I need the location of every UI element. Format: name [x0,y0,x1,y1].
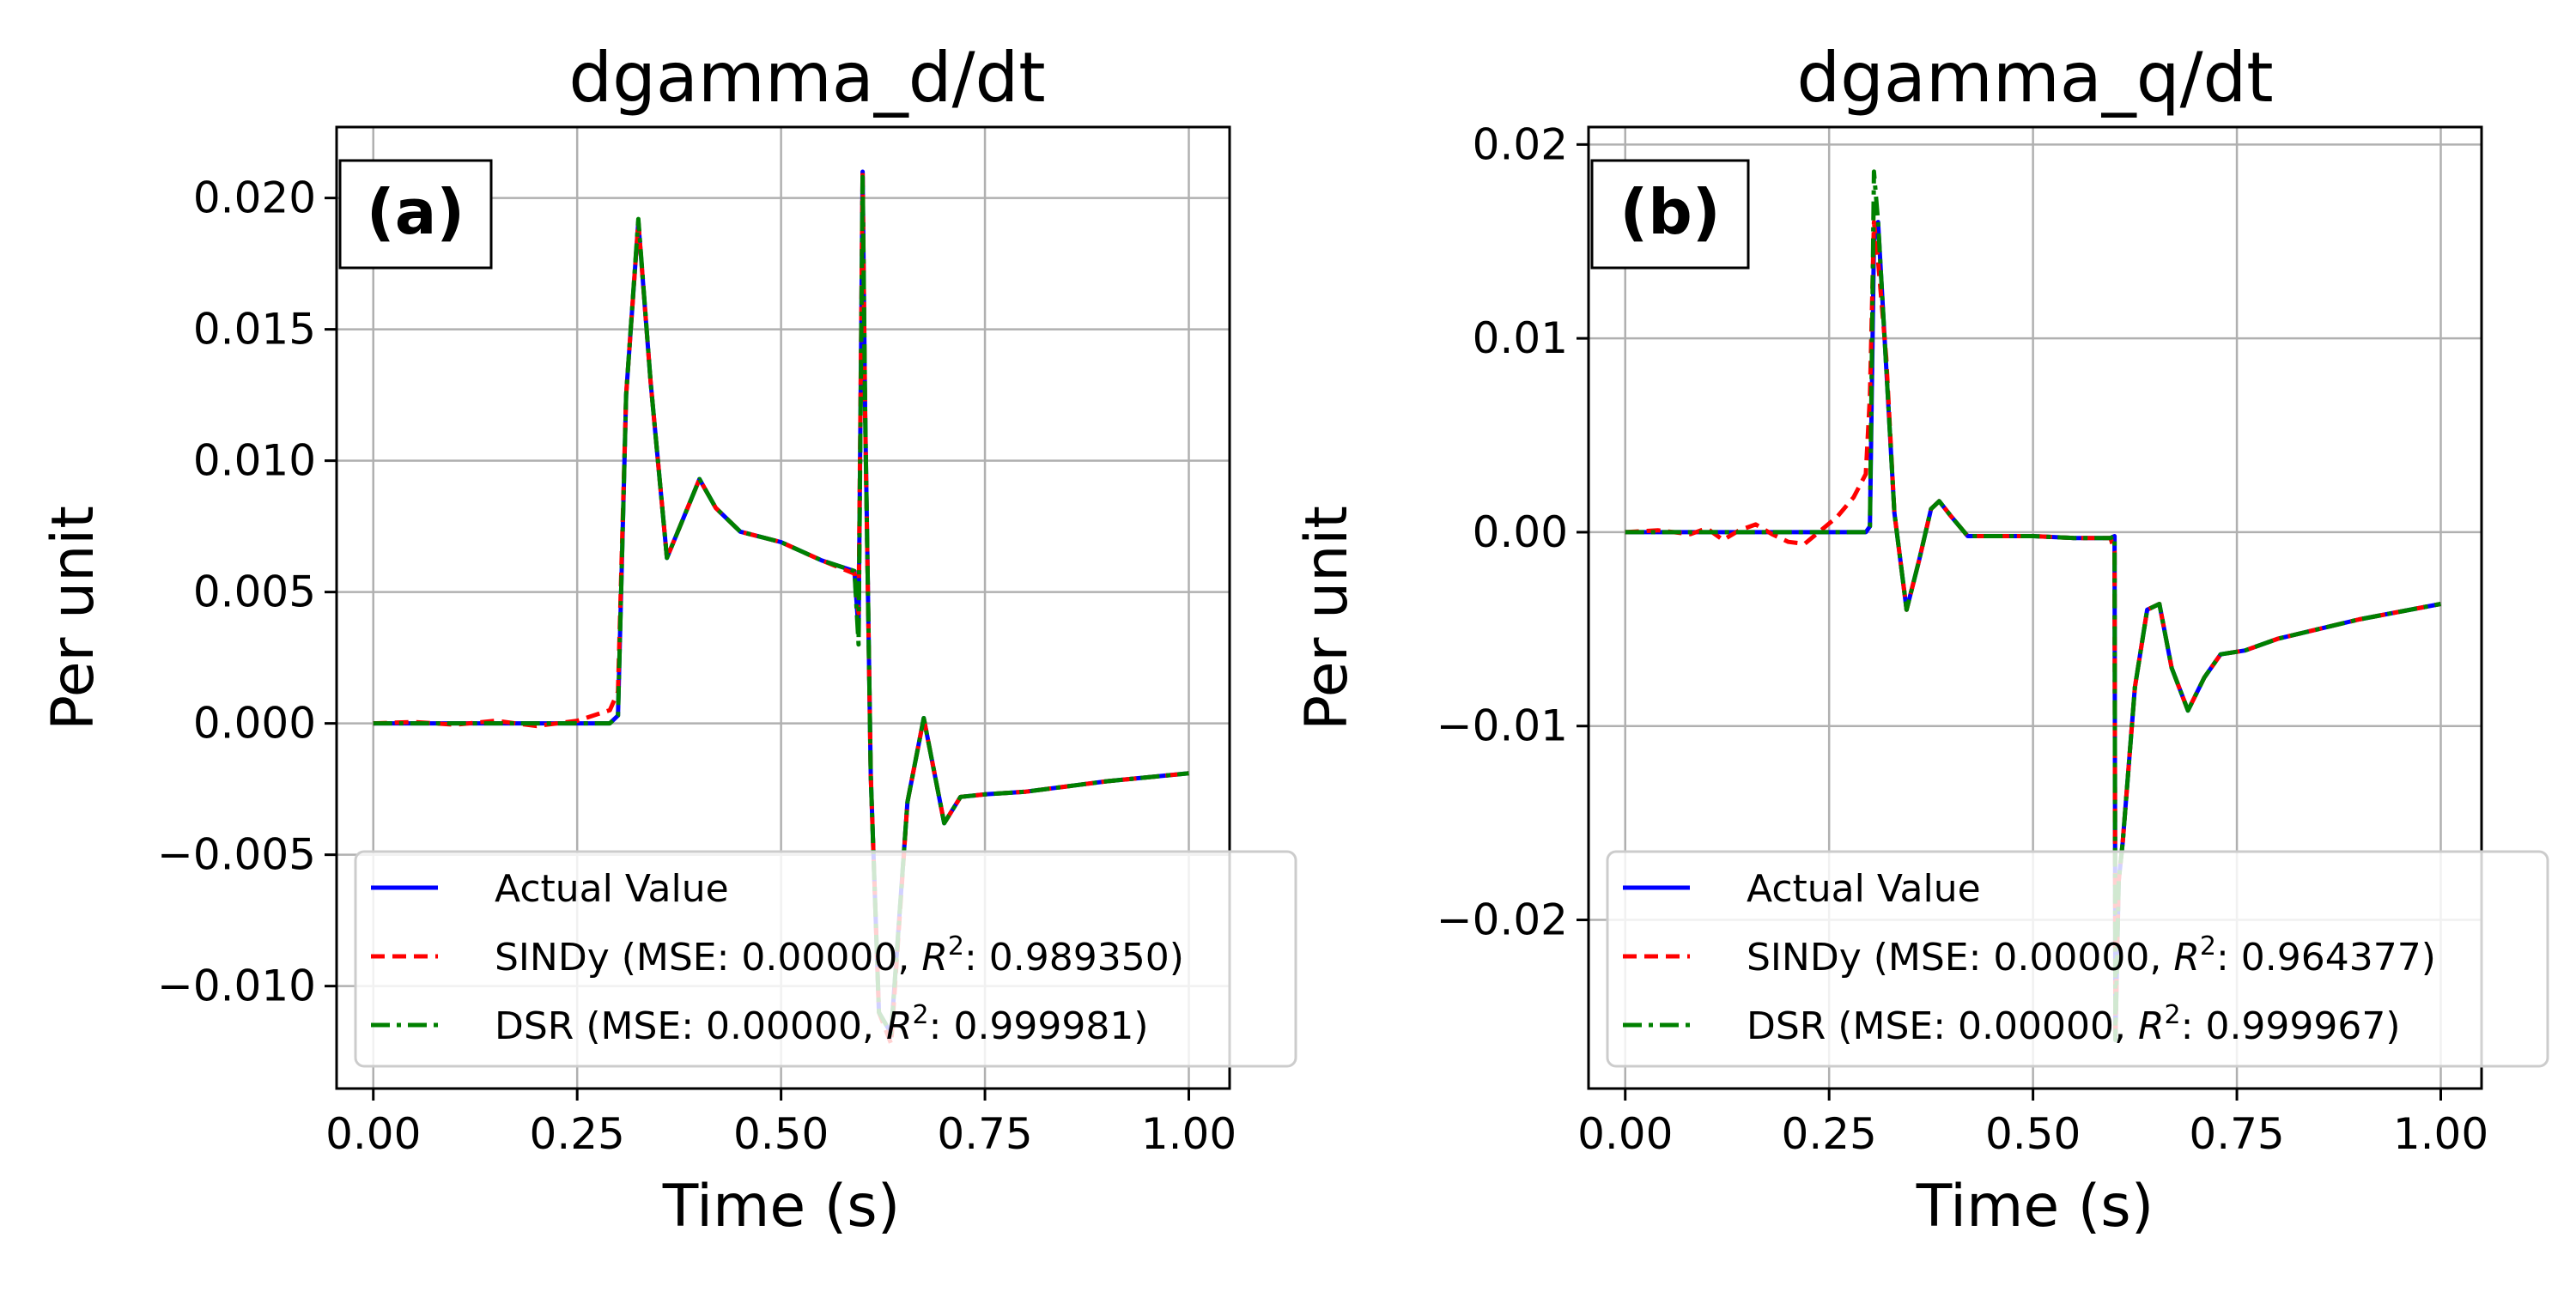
panel-b-ytick-label: 0.02 [1473,119,1568,169]
panel-b-ytick-label: 0.01 [1473,313,1568,363]
panel-a-ytick-label: −0.010 [157,961,316,1011]
panel-a-legend: Actual Value SINDy (MSE: 0.00000, R2: 0.… [354,850,1297,1068]
panel-b-label: (b) [1619,176,1720,248]
panel-b-ylabel: Per unit [1293,506,1361,731]
panel-b-xtick-label: 0.50 [1985,1109,2081,1159]
panel-b-legend-label-sindy: SINDy (MSE: 0.00000, R2: 0.964377) [1747,931,2436,980]
panel-a-xtick-label: 1.00 [1141,1109,1236,1159]
panel-a-xtick-label: 0.25 [530,1109,625,1159]
panel-a-legend-label-dsr: DSR (MSE: 0.00000, R2: 0.999981) [495,1000,1149,1048]
panel-a-frame [335,125,1231,1090]
panel-b-label-box: (b) [1590,159,1750,270]
panel-a-legend-label-actual: Actual Value [495,867,729,911]
panel-a-xtick-label: 0.75 [937,1109,1032,1159]
panel-a-xtick-label: 0.00 [325,1109,421,1159]
panel-a-series [373,169,1189,1046]
panel-a-ytick-label: 0.000 [193,699,316,749]
panel-a-ytick-label: 0.015 [193,305,316,355]
panel-b-xlabel: Time (s) [1916,1173,2154,1240]
panel-b-xtick-label: 1.00 [2393,1109,2488,1159]
panel-b-ticks: 0.00 0.25 0.50 0.75 1.00 −0.02 −0.01 0.00 0.01 0.… [1437,119,2488,1159]
panel-b-xtick-label: 0.25 [1782,1109,1877,1159]
panel-b-frame [1587,125,2483,1090]
panel-b-xtick-label: 0.00 [1577,1109,1673,1159]
panel-b-series-dsr [1625,169,2441,1042]
panel-a-xlabel: Time (s) [662,1173,901,1240]
panel-b-legend-label-dsr: DSR (MSE: 0.00000, R2: 0.999967) [1747,1000,2401,1048]
panel-a-xtick-label: 0.50 [733,1109,829,1159]
panel-a: dgamma_d/dt Per unit Time (s) 0.00 0.25 0.… [39,38,1297,1240]
panel-b-ytick-label: 0.00 [1473,507,1568,557]
panel-b-xtick-label: 0.75 [2189,1109,2284,1159]
panel-a-label: (a) [367,176,465,248]
panel-a-legend-label-sindy: SINDy (MSE: 0.00000, R2: 0.989350) [495,931,1184,980]
panel-a-ytick-label: −0.005 [157,830,316,880]
panel-a-legend-frame [354,850,1297,1068]
panel-b-title: dgamma_q/dt [1796,38,2273,118]
panel-a-ylabel: Per unit [39,506,107,731]
panel-a-ytick-label: 0.005 [193,567,316,617]
panel-b-legend-frame [1606,850,2549,1068]
panel-b: dgamma_q/dt Per unit Time (s) 0.00 0.25 0.… [1293,38,2549,1240]
panel-a-label-box: (a) [338,159,493,270]
panel-a-title: dgamma_d/dt [568,38,1045,118]
panel-a-ytick-label: 0.020 [193,173,316,223]
panel-b-series [1625,169,2441,1042]
panel-a-series-dsr [373,174,1189,1036]
panel-a-ytick-label: 0.010 [193,436,316,486]
panel-b-ytick-label: −0.02 [1437,895,1568,945]
panel-b-legend: Actual Value SINDy (MSE: 0.00000, R2: 0.… [1606,850,2549,1068]
panel-a-ticks: 0.00 0.25 0.50 0.75 1.00 −0.010 −0.005 0.000 0.0… [157,173,1236,1159]
panel-b-legend-label-actual: Actual Value [1747,867,1981,911]
panel-b-ytick-label: −0.01 [1437,701,1568,751]
